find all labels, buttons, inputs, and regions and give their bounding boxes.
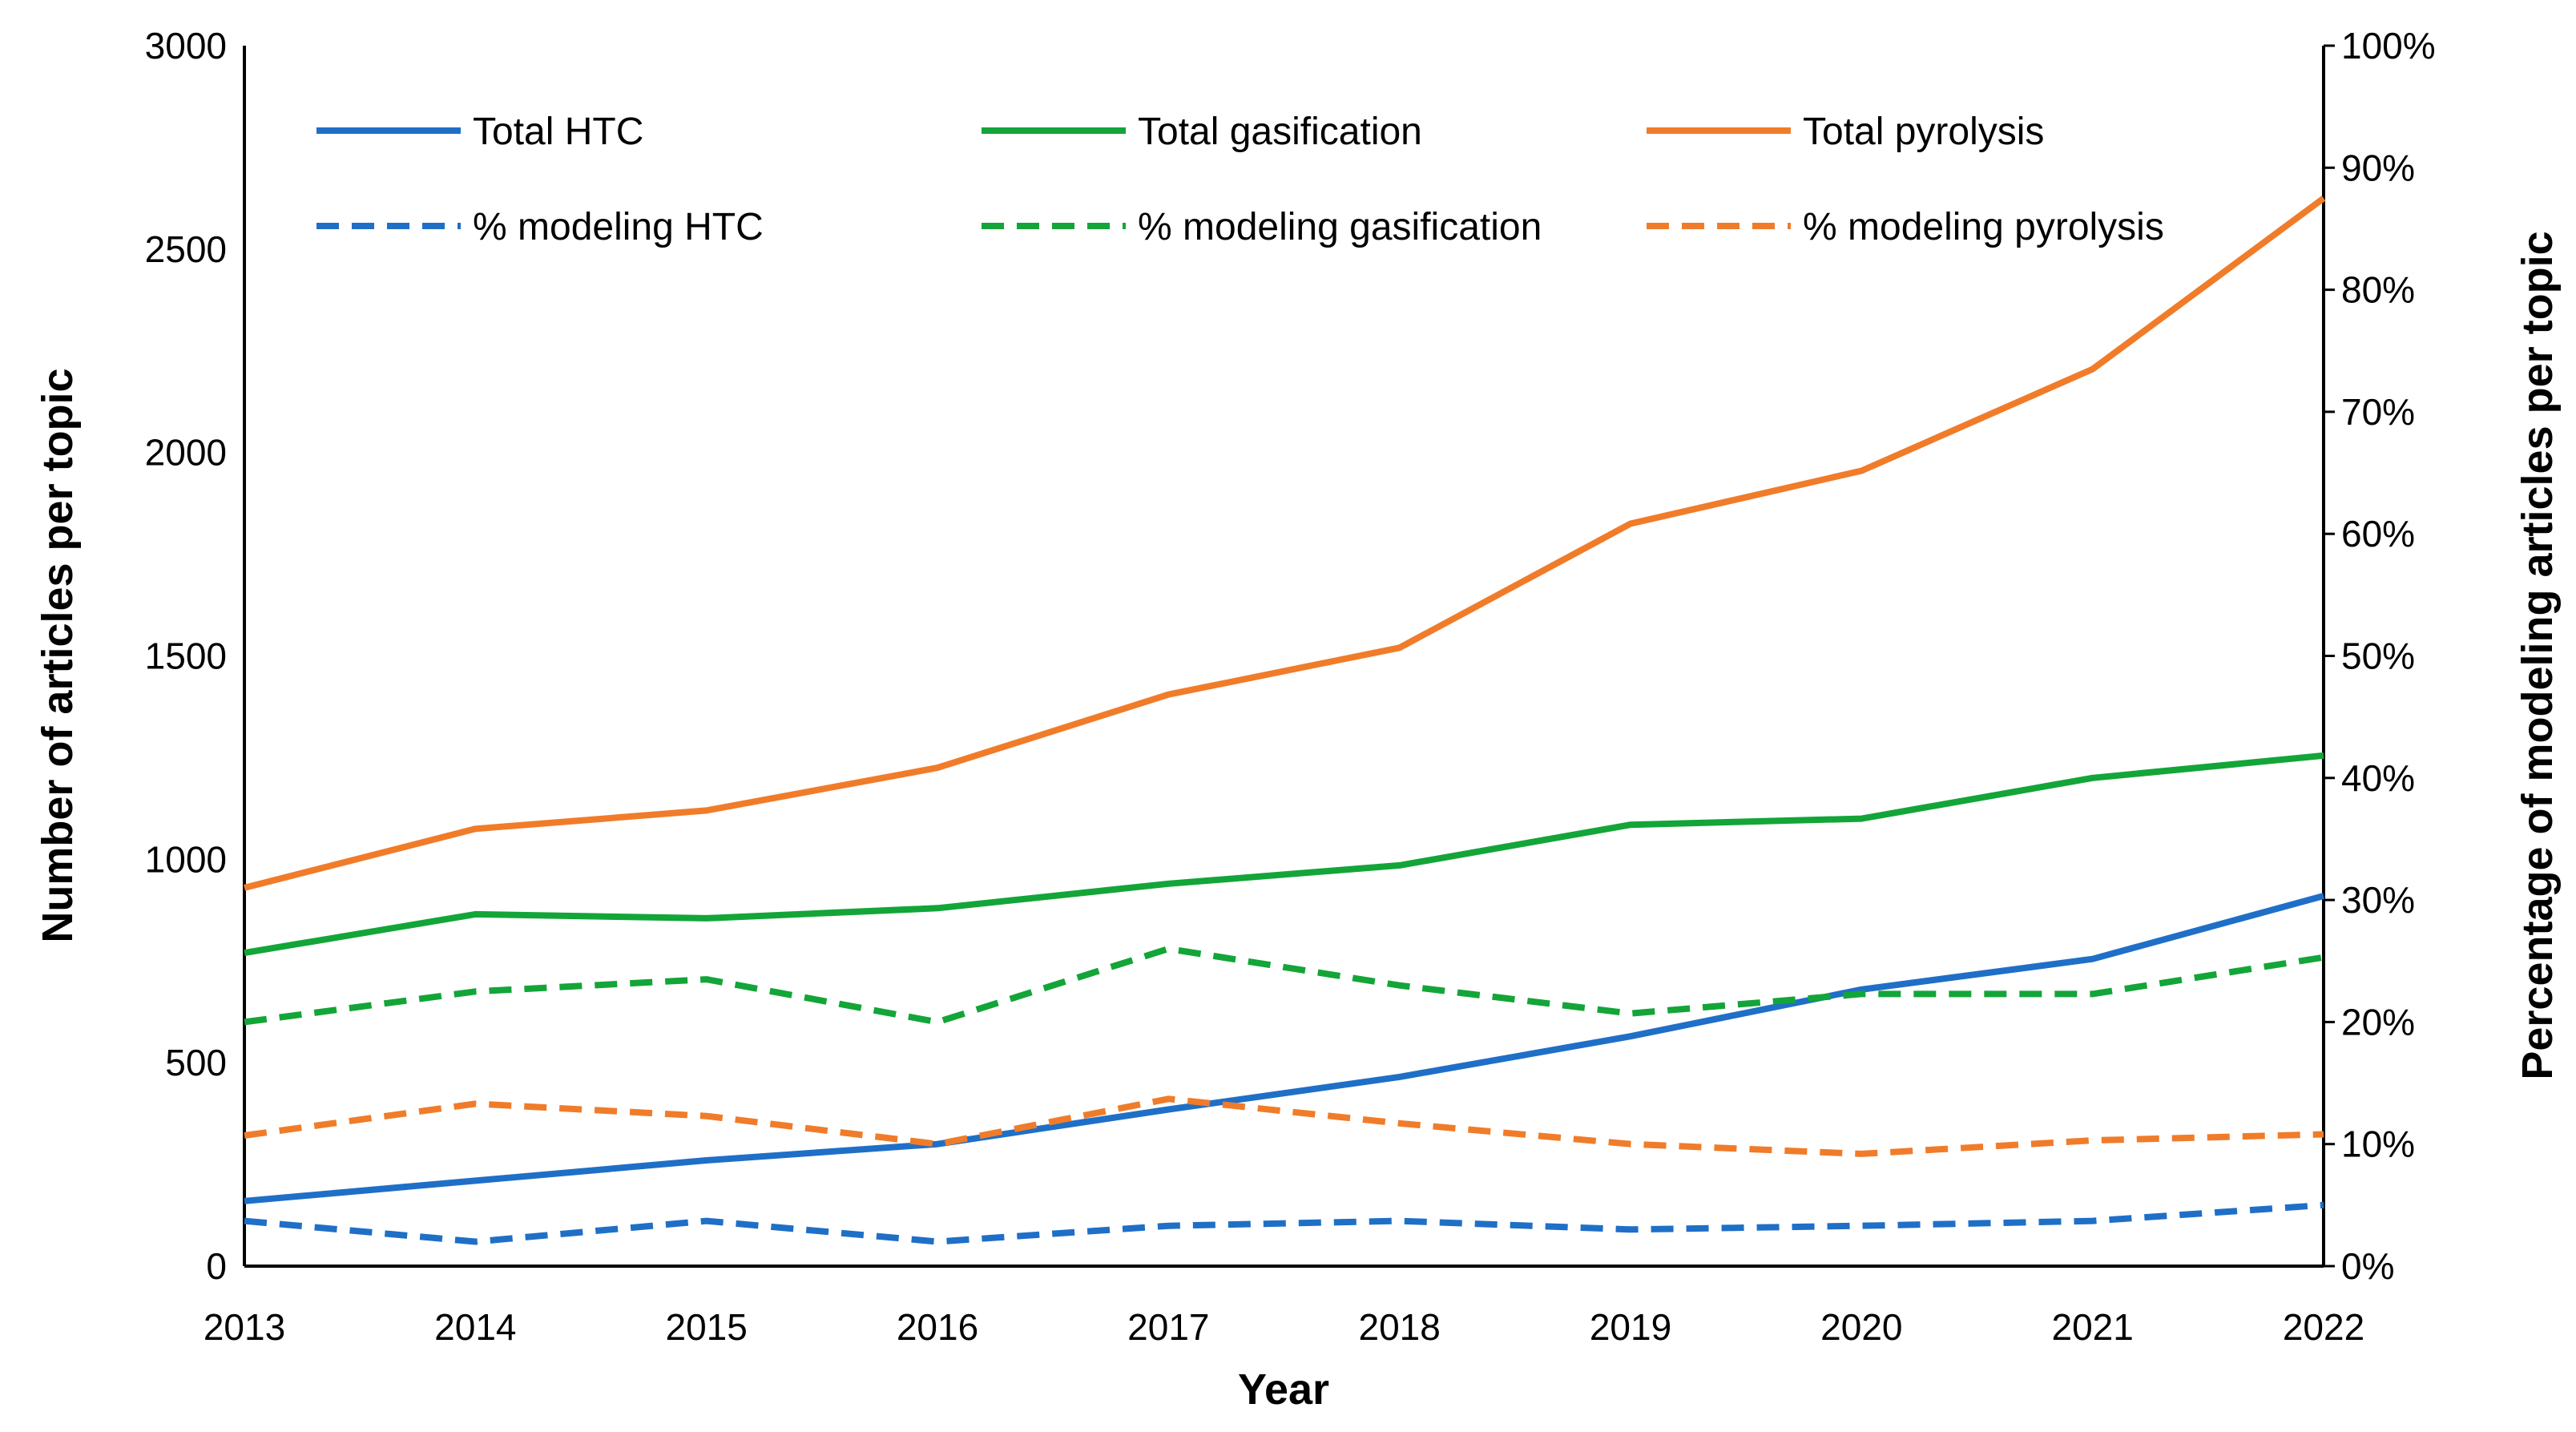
x-tick-label: 2020 [1820, 1306, 1902, 1348]
right-tick-label: 20% [2341, 1001, 2415, 1043]
legend-label: % modeling pyrolysis [1803, 206, 2164, 248]
left-tick-label: 500 [165, 1042, 227, 1083]
x-axis-title: Year [1238, 1365, 1329, 1414]
x-tick-label: 2015 [665, 1306, 747, 1348]
legend-label: % modeling gasification [1138, 206, 1542, 248]
legend-label: Total HTC [473, 111, 643, 153]
series-line--modeling-htc [244, 1201, 2324, 1245]
left-tick-label: 1500 [145, 635, 227, 677]
series-line-total-htc [244, 893, 2325, 1204]
right-tick-label: 70% [2341, 391, 2415, 433]
right-tick-label: 50% [2341, 635, 2415, 677]
right-tick-label: 100% [2341, 25, 2436, 67]
x-tick-label: 2016 [897, 1306, 978, 1348]
x-tick-label: 2013 [204, 1306, 285, 1348]
left-tick-label: 1000 [145, 838, 227, 880]
right-tick-label: 0% [2341, 1245, 2394, 1287]
right-tick-label: 90% [2341, 147, 2415, 188]
right-tick-label: 60% [2341, 513, 2415, 555]
right-tick-label: 30% [2341, 879, 2415, 921]
legend-label: % modeling HTC [473, 206, 764, 248]
legend: Total HTC Total gasification Total pyrolys… [316, 111, 2164, 248]
left-tick-label: 2000 [145, 432, 227, 474]
legend-label: Total pyrolysis [1803, 111, 2044, 153]
y2-axis-title: Percentage of modeling articles per topi… [2514, 231, 2562, 1079]
left-tick-label: 3000 [145, 25, 227, 67]
x-tick-label: 2017 [1127, 1306, 1209, 1348]
right-tick-label: 40% [2341, 757, 2415, 799]
right-axis-ticks: 0% 10% 20% 30% 40% 50% 60% 70% 80% 90% 100% [2324, 25, 2436, 1287]
y-axis-title: Number of articles per topic [34, 368, 82, 942]
x-tick-label: 2014 [434, 1306, 516, 1348]
x-tick-label: 2022 [2283, 1306, 2364, 1348]
left-tick-label: 0 [206, 1245, 227, 1287]
series-line--modeling-pyrolysis [244, 1095, 2324, 1157]
right-tick-label: 10% [2341, 1123, 2415, 1165]
left-tick-label: 2500 [145, 228, 227, 270]
right-tick-label: 80% [2341, 269, 2415, 311]
x-tick-label: 2021 [2051, 1306, 2133, 1348]
x-axis-ticks: 2013 2014 2015 2016 2017 2018 2019 2020 2021 2022 [204, 1306, 2364, 1348]
series-line--modeling-gasification [244, 946, 2324, 1026]
legend-label: Total gasification [1138, 111, 1422, 153]
series-line-total-pyrolysis [244, 196, 2326, 891]
left-axis-ticks: 0 500 1000 1500 2000 2500 3000 [145, 25, 227, 1287]
x-tick-label: 2018 [1358, 1306, 1440, 1348]
series-line-total-gasification [244, 752, 2324, 957]
x-tick-label: 2019 [1590, 1306, 1671, 1348]
series-lines [244, 196, 2326, 1245]
